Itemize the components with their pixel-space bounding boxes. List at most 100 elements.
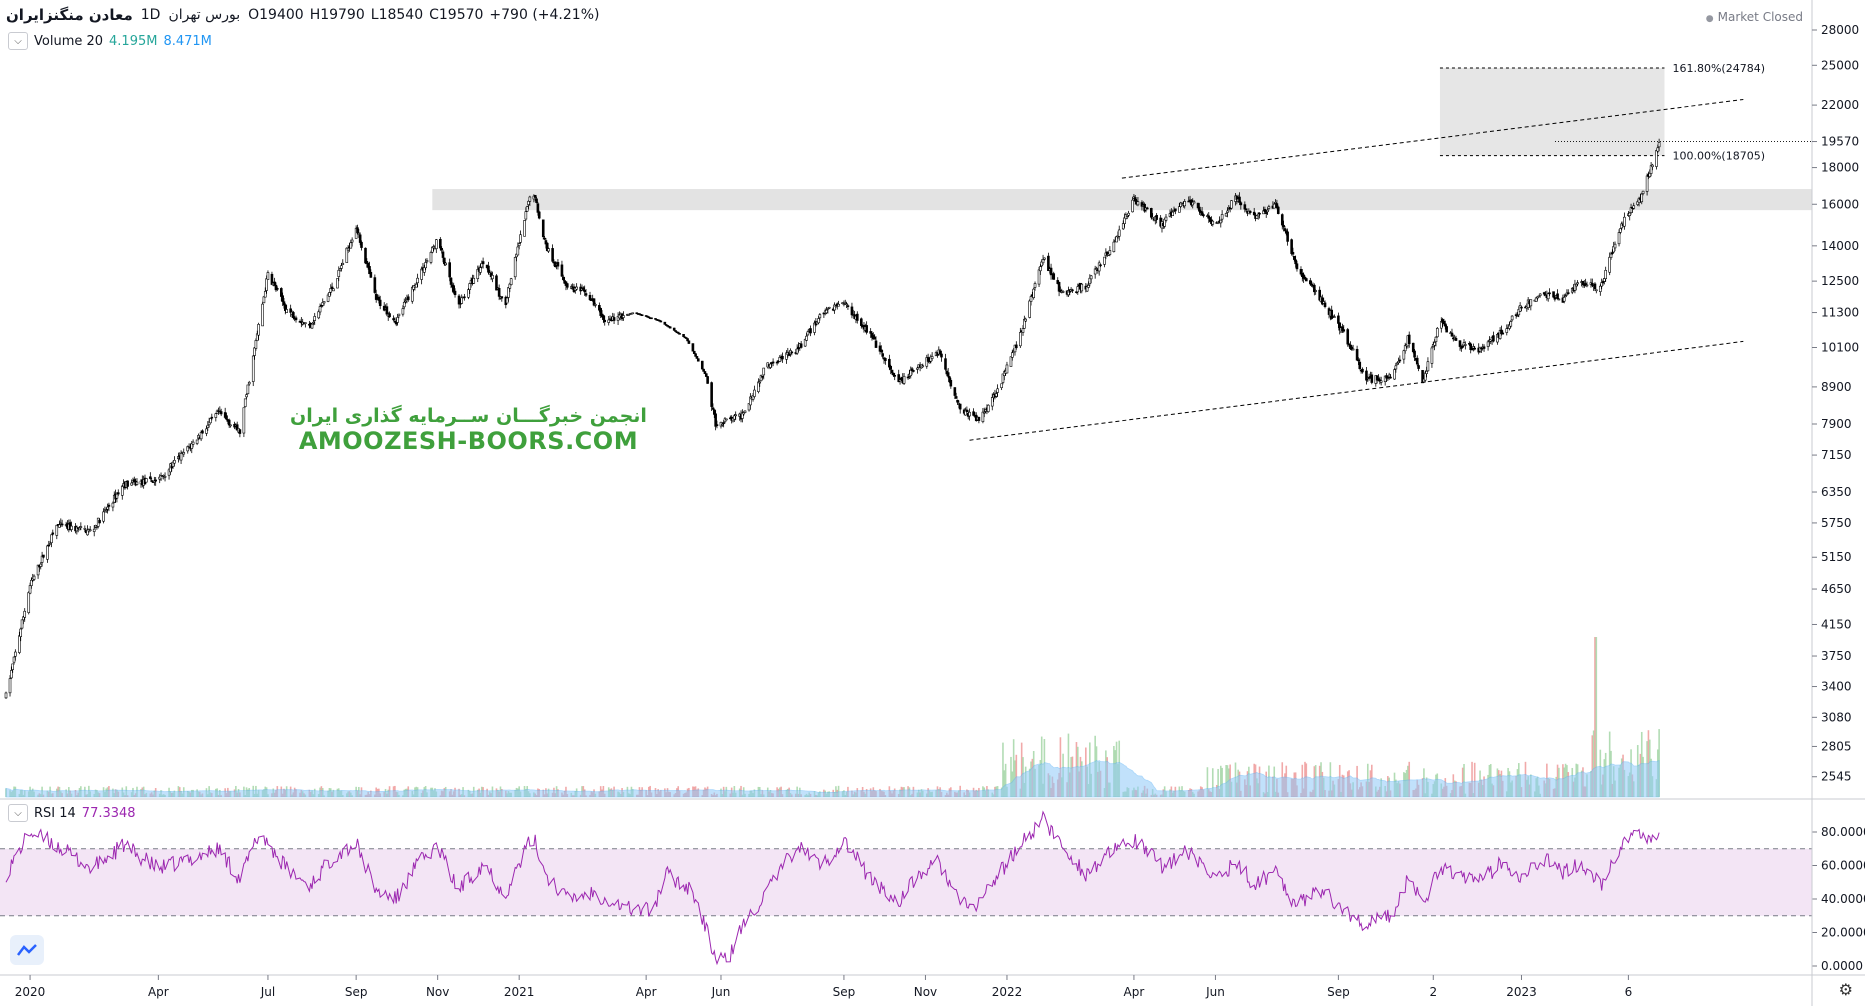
candle-body (806, 331, 810, 336)
candle-body (1529, 299, 1533, 307)
time-tick-label: 2022 (992, 985, 1023, 999)
candle-body (594, 304, 597, 306)
candle-body (313, 316, 317, 321)
price-tick-label: 16000 (1821, 197, 1859, 211)
candle-body (517, 243, 521, 246)
candle-body (50, 534, 53, 544)
candle-body (721, 423, 724, 426)
candle-body (1576, 282, 1579, 285)
rsi-line (5, 810, 1660, 966)
candle-body (921, 365, 925, 368)
candle-body (416, 277, 419, 284)
candle-body (1244, 208, 1248, 211)
candle-body (743, 410, 747, 413)
candle-body (537, 211, 541, 219)
candle-body (706, 376, 709, 384)
volume-bar (1012, 739, 1015, 797)
candle-body (60, 523, 64, 526)
candle-body (245, 394, 248, 398)
candle-body (1121, 223, 1125, 230)
candle-body (107, 504, 111, 507)
candle-body (106, 506, 109, 510)
candle-body (508, 283, 512, 289)
chevron-down-icon[interactable]: ⌵ (8, 32, 28, 50)
volume-bar (1221, 767, 1223, 797)
candle-body (734, 414, 737, 417)
chevron-down-icon[interactable]: ⌵ (8, 804, 28, 822)
open-value: O19400 (248, 7, 304, 23)
market-status: Market Closed (1706, 10, 1803, 24)
candle-body (1423, 372, 1427, 381)
candle-body (1314, 290, 1317, 292)
candle-body (448, 262, 451, 278)
price-tick-label: 3400 (1821, 680, 1852, 694)
timeframe[interactable]: 1D (140, 7, 161, 23)
candle-body (365, 260, 369, 264)
channel-upper-line (1121, 98, 1744, 179)
candle-body (1566, 292, 1570, 294)
candle-body (1469, 343, 1472, 350)
gear-icon[interactable]: ⚙ (1838, 980, 1853, 999)
symbol-name[interactable]: معادن منگنزایران (6, 6, 133, 24)
candle-body (326, 294, 330, 302)
candle-body (247, 381, 251, 385)
candle-body (1149, 208, 1153, 218)
candle-body (1029, 296, 1033, 302)
last-price-label: 19570 (1821, 135, 1859, 149)
candle-body (696, 358, 700, 362)
candle-body (1061, 291, 1065, 293)
candle-body (1318, 289, 1321, 301)
candle-body (251, 355, 255, 382)
candle-body (1510, 315, 1514, 321)
candle-body (1037, 269, 1041, 285)
candle-body (1089, 275, 1093, 280)
candle-body (1357, 359, 1360, 362)
candle-body (1330, 309, 1334, 319)
candle-body (1617, 232, 1621, 245)
candle-body (686, 338, 689, 342)
candle-body (916, 367, 919, 370)
candle-body (994, 393, 998, 397)
candle-body (1323, 302, 1327, 307)
time-tick-label: Sep (345, 985, 368, 999)
candle-body (266, 272, 270, 280)
candle-body (1163, 218, 1166, 227)
candle-body (817, 318, 820, 324)
candle-body (1435, 328, 1439, 338)
candle-body (317, 311, 321, 319)
candle-body (674, 330, 677, 332)
candle-body (1387, 374, 1391, 378)
candle-body (195, 439, 199, 444)
tradingview-logo-icon[interactable] (10, 935, 44, 965)
candle-body (1305, 278, 1308, 282)
time-tick-label: 2023 (1506, 985, 1537, 999)
price-tick-label: 3750 (1821, 649, 1852, 663)
candle-body (1517, 309, 1521, 316)
candle-body (322, 301, 326, 304)
candle-body (1611, 252, 1614, 254)
candle-body (513, 257, 517, 278)
candle-body (1243, 204, 1247, 210)
candle-body (805, 335, 808, 341)
candle-body (495, 275, 498, 291)
candle-body (1337, 315, 1340, 324)
candle-body (1252, 211, 1256, 216)
candle-body (12, 656, 16, 663)
candle-body (1178, 206, 1181, 213)
volume-bar (1002, 742, 1004, 797)
candle-body (356, 227, 359, 234)
resistance-zone (432, 189, 1812, 211)
candle-body (491, 275, 494, 280)
candle-body (612, 317, 616, 321)
candle-body (1413, 350, 1416, 358)
candle-body (328, 292, 331, 297)
candle-body (1370, 374, 1374, 383)
fib-100-label: 100.00%(18705) (1672, 150, 1765, 163)
candle-body (543, 237, 546, 240)
volume-bar (1463, 763, 1465, 797)
volume-bar (1219, 765, 1222, 797)
candle-body (1537, 295, 1541, 298)
candle-body (1313, 284, 1316, 293)
price-tick-label: 5150 (1821, 550, 1852, 564)
